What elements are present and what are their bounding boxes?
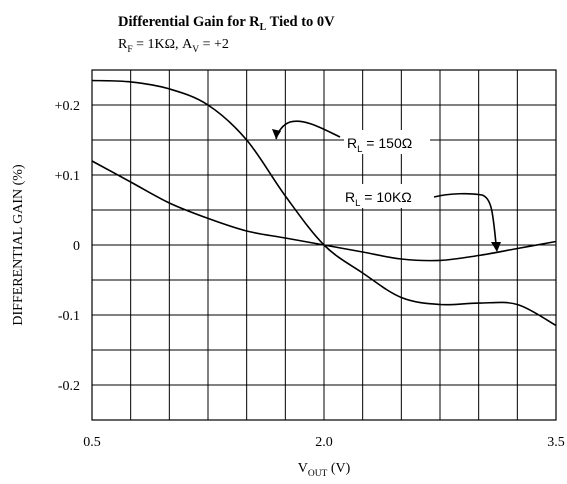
- chart-subtitle: RF = 1KΩ, AV = +2: [118, 37, 229, 55]
- chart-title: Differential Gain for RL Tied to 0V: [118, 14, 335, 33]
- annotation-10k-arrow-line: [433, 192, 497, 245]
- x-tick-labels: 0.5 2.0 3.5: [83, 435, 565, 450]
- y-tick-label: 0: [73, 239, 80, 254]
- series-line-1: [91, 160, 557, 262]
- annotation-150-r: R: [347, 135, 357, 151]
- annotation-10k: RL = 10KΩ: [342, 184, 501, 252]
- subtitle-av-sub: V: [192, 45, 199, 55]
- annotation-10k-tail: = 10KΩ: [360, 189, 411, 205]
- chart-title-tail: Tied to 0V: [266, 14, 335, 30]
- y-tick-label: -0.2: [58, 379, 80, 394]
- annotation-150-arrowhead: [272, 129, 281, 139]
- annotation-150-label: RL = 150Ω: [347, 135, 412, 155]
- y-tick-label: +0.2: [55, 99, 80, 114]
- x-axis-label-sub: OUT: [308, 469, 328, 479]
- chart-title-sub: L: [260, 22, 267, 33]
- subtitle-av: A: [182, 37, 193, 52]
- annotation-150: RL = 150Ω: [272, 120, 430, 155]
- x-tick-label: 0.5: [83, 435, 101, 450]
- chart-title-main: Differential Gain for R: [118, 14, 260, 30]
- series-lines: [91, 79, 557, 327]
- annotation-10k-r: R: [345, 189, 355, 205]
- y-axis-label: DIFFERENTIAL GAIN (%): [11, 164, 26, 326]
- x-axis-label: VOUT (V): [298, 461, 351, 479]
- annotation-10k-sub: L: [355, 198, 360, 209]
- annotation-150-label-bg: [344, 130, 430, 154]
- subtitle-av-tail: = +2: [199, 37, 229, 52]
- y-tick-label: -0.1: [58, 309, 80, 324]
- plot-frame: [91, 69, 557, 421]
- annotation-10k-label-bg: [342, 184, 432, 208]
- x-axis-label-tail: (V): [327, 461, 350, 476]
- y-tick-label: +0.1: [55, 169, 80, 184]
- x-tick-label: 3.5: [547, 435, 565, 450]
- annotation-150-tail: = 150Ω: [362, 135, 412, 151]
- x-tick-label: 2.0: [315, 435, 333, 450]
- subtitle-rf-tail: = 1KΩ,: [133, 37, 182, 52]
- x-axis-label-v: V: [298, 461, 308, 476]
- y-tick-labels: +0.2 +0.1 0 -0.1 -0.2: [55, 99, 80, 394]
- annotation-10k-label: RL = 10KΩ: [345, 189, 412, 209]
- annotation-150-sub: L: [357, 144, 362, 155]
- grid-lines: [92, 70, 556, 420]
- subtitle-rf: R: [118, 37, 128, 52]
- annotation-10k-arrowhead: [491, 242, 501, 252]
- subtitle-rf-sub: F: [127, 45, 132, 55]
